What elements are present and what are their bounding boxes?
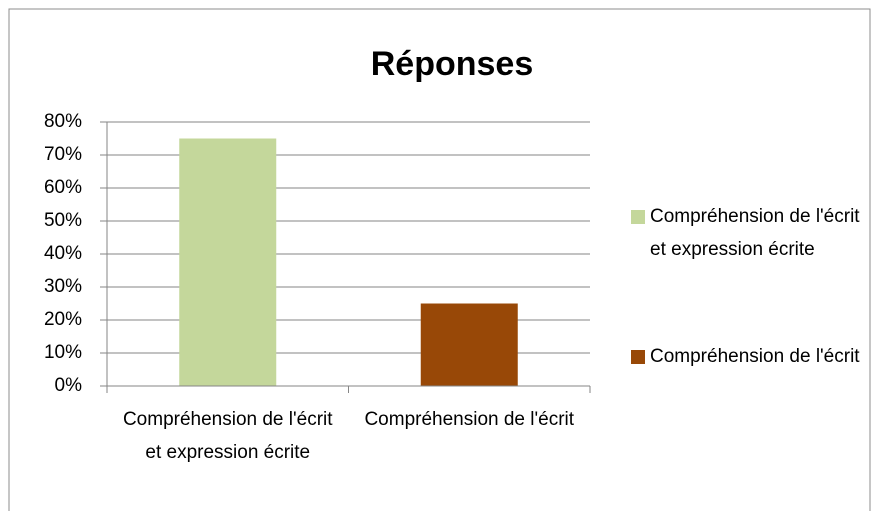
y-tick-label: 80% — [44, 111, 82, 132]
bar — [179, 138, 277, 386]
x-tick-label: Compréhension de l'écrit et expression é… — [122, 409, 333, 463]
y-tick-label: 0% — [55, 375, 83, 396]
chart-border — [8, 8, 871, 511]
y-tick-label: 40% — [44, 243, 82, 264]
y-tick-label: 70% — [44, 144, 82, 165]
y-tick-label: 60% — [44, 177, 82, 198]
y-tick-label: 20% — [44, 309, 82, 330]
y-tick-label: 30% — [44, 276, 82, 297]
legend-swatch — [631, 350, 645, 364]
chart-title: Réponses — [371, 45, 534, 83]
y-tick-label: 50% — [44, 210, 82, 231]
bar — [420, 303, 518, 386]
legend-label: Compréhension de l'écrit et expression é… — [650, 206, 860, 260]
legend-label: Compréhension de l'écrit — [650, 346, 860, 367]
x-tick-label: Compréhension de l'écrit — [364, 409, 575, 430]
legend-swatch — [631, 210, 645, 224]
y-tick-label: 10% — [44, 342, 82, 363]
